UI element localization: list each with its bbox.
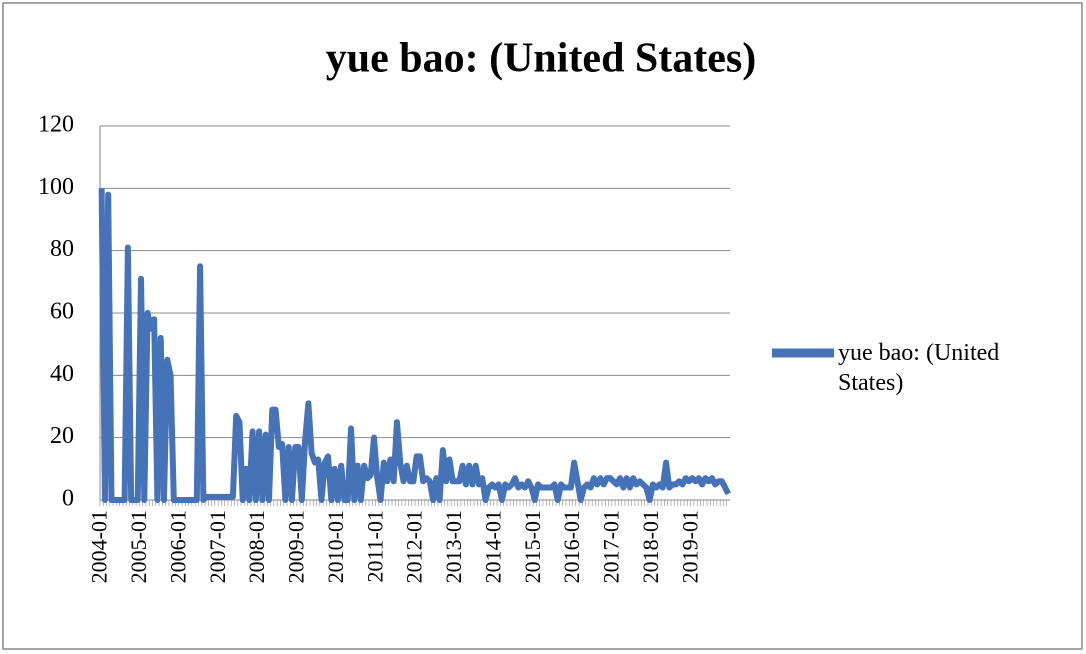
x-tick-label: 2016-01 — [559, 510, 584, 583]
x-tick-label: 2007-01 — [205, 510, 230, 583]
x-tick-label: 2013-01 — [441, 510, 466, 583]
legend-label: yue bao: (United States) — [838, 340, 1000, 396]
chart-title: yue bao: (United States) — [326, 36, 756, 82]
y-tick-label: 120 — [38, 112, 74, 138]
y-tick-label: 60 — [50, 299, 74, 325]
data-line — [98, 188, 732, 503]
x-tick-label: 2014-01 — [480, 510, 505, 583]
y-tick-label: 0 — [62, 486, 74, 512]
x-tick-label: 2006-01 — [165, 510, 190, 583]
x-tick-label: 2011-01 — [362, 510, 387, 583]
y-tick-label: 20 — [50, 423, 74, 449]
x-tick-label: 2008-01 — [244, 510, 269, 583]
x-tick-label: 2010-01 — [323, 510, 348, 583]
x-tick-label: 2004-01 — [87, 510, 112, 583]
x-tick-label: 2015-01 — [520, 510, 545, 583]
x-tick-label: 2019-01 — [677, 510, 702, 583]
x-tick-label: 2005-01 — [126, 510, 151, 583]
x-tick-label: 2009-01 — [284, 510, 309, 583]
x-tick-label: 2017-01 — [599, 510, 624, 583]
x-tick-label: 2018-01 — [638, 510, 663, 583]
x-tick-label: 2012-01 — [402, 510, 427, 583]
y-tick-label: 80 — [50, 236, 74, 262]
y-tick-label: 100 — [38, 174, 74, 200]
y-tick-label: 40 — [50, 361, 74, 387]
